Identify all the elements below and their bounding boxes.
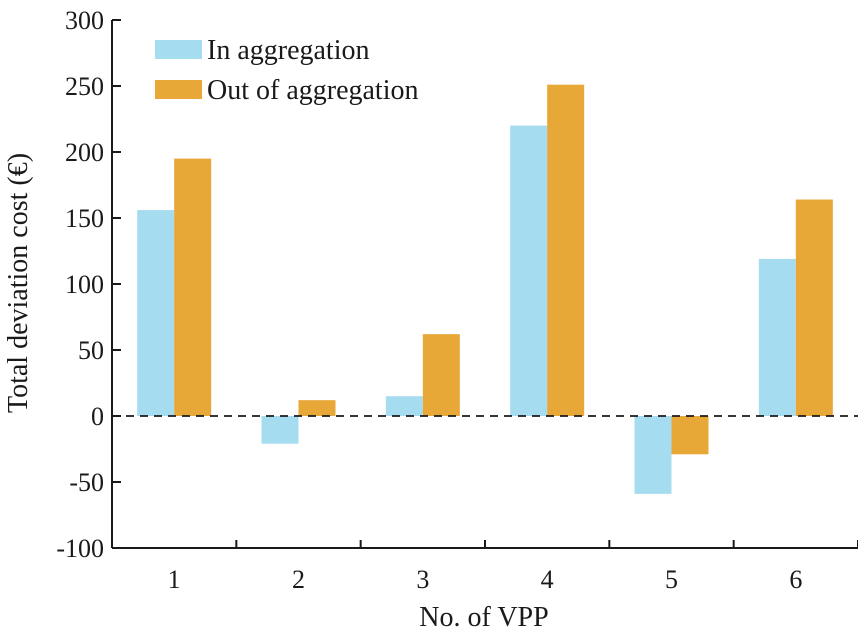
legend-swatch-out-of-aggregation [155, 80, 202, 99]
legend-label-out-of-aggregation: Out of aggregation [207, 75, 419, 106]
x-tick-label: 4 [541, 565, 554, 594]
bar-vpp-4-in-aggregation [510, 125, 548, 416]
bar-vpp-6-in-aggregation [758, 258, 796, 416]
y-tick-label: 200 [65, 138, 104, 167]
y-tick-label: 250 [65, 72, 104, 101]
y-tick-label: -50 [69, 468, 104, 497]
y-axis-title: Total deviation cost (€) [3, 153, 34, 413]
legend: In aggregation Out of aggregation [155, 35, 419, 106]
axes: -100 -50 0 50 100 150 200 250 300 1 2 3 4 5 6 [56, 6, 858, 594]
bar-vpp-3-in-aggregation [385, 396, 423, 416]
bar-vpp-2-out-of-aggregation [298, 400, 336, 416]
x-axis-title: No. of VPP [419, 602, 548, 633]
legend-label-in-aggregation: In aggregation [207, 35, 370, 66]
y-tick-label: 100 [65, 270, 104, 299]
bar-vpp-6-out-of-aggregation [795, 199, 833, 416]
x-tick-label: 1 [168, 565, 181, 594]
bar-vpp-5-out-of-aggregation [671, 416, 709, 455]
y-tick-label: 150 [65, 204, 104, 233]
x-tick-label: 2 [292, 565, 305, 594]
y-tick-label: -100 [56, 534, 104, 563]
x-tick-label: 3 [416, 565, 429, 594]
bar-vpp-1-out-of-aggregation [174, 158, 212, 416]
bar-vpp-4-out-of-aggregation [547, 84, 585, 417]
bar-vpp-2-in-aggregation [261, 416, 299, 444]
y-tick-label: 300 [65, 6, 104, 35]
bar-vpp-3-out-of-aggregation [422, 334, 460, 416]
x-tick-label: 5 [665, 565, 678, 594]
y-tick-label: 0 [91, 402, 104, 431]
bar-vpp-5-in-aggregation [634, 416, 672, 494]
bars [137, 84, 833, 494]
legend-swatch-in-aggregation [155, 40, 202, 59]
y-tick-label: 50 [78, 336, 104, 365]
bar-vpp-1-in-aggregation [137, 210, 175, 416]
x-tick-label: 6 [789, 565, 802, 594]
